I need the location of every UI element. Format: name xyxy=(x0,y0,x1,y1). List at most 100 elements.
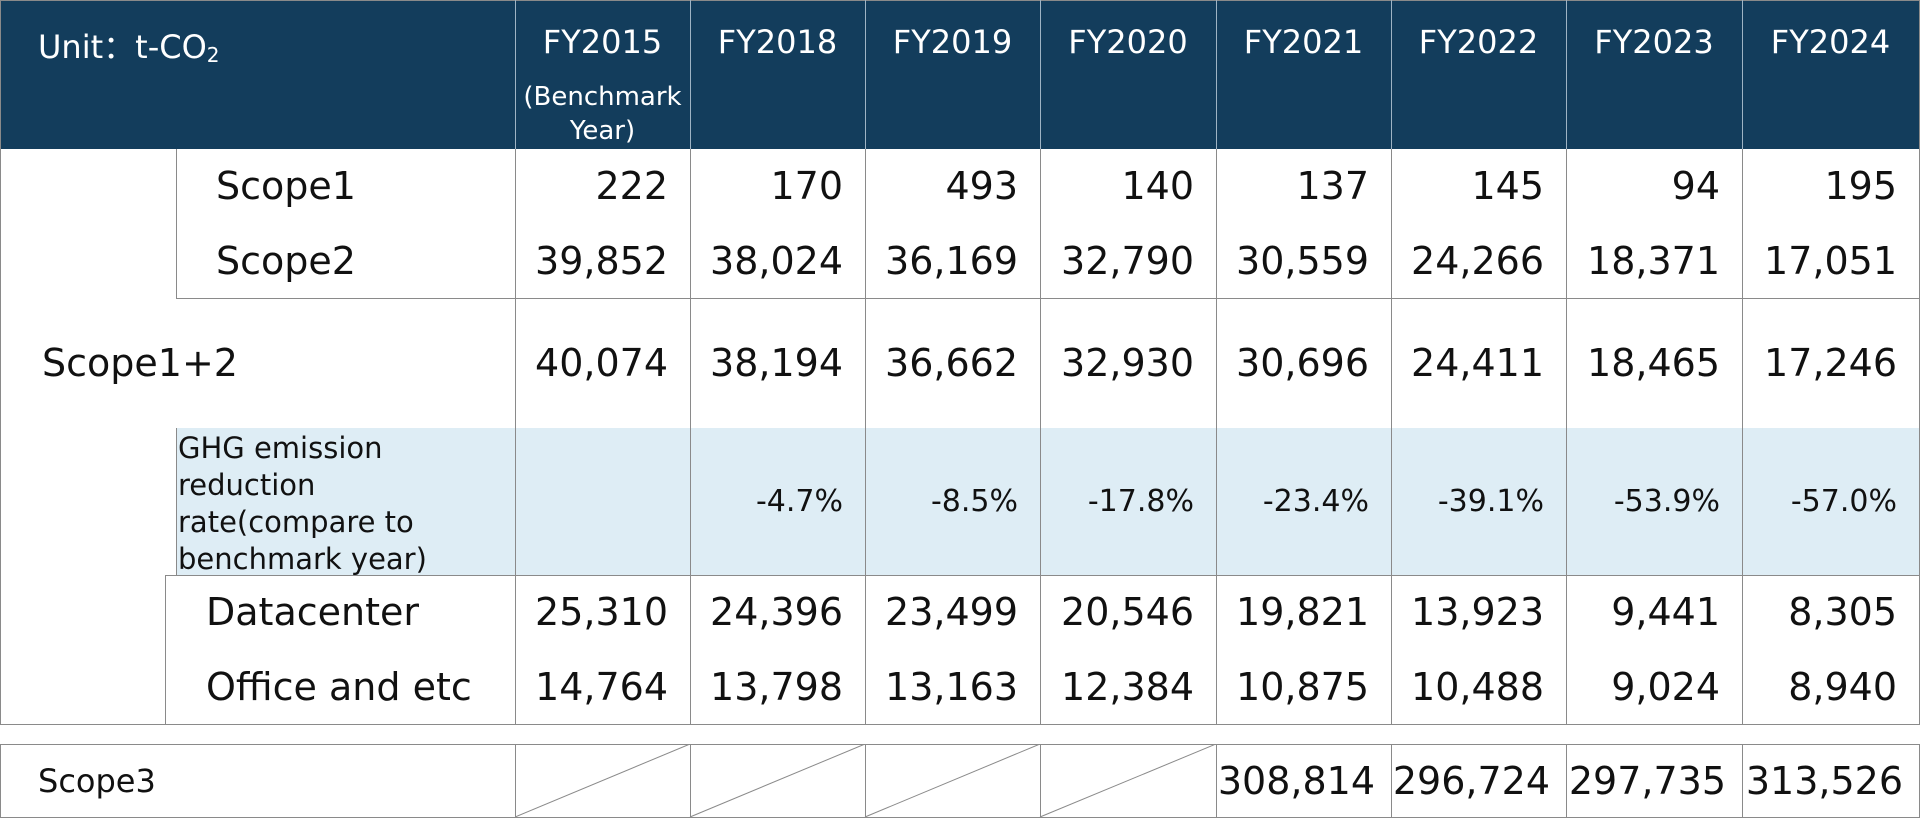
row-label-scope2: Scope2 xyxy=(216,238,356,283)
table-cell: 18,465 xyxy=(1587,341,1720,385)
col-header-fy2018: FY2018 xyxy=(717,23,838,61)
unit-label: Unit：t-CO2 xyxy=(38,28,220,67)
col-header-fy2023: FY2023 xyxy=(1594,23,1714,61)
col-divider xyxy=(1742,149,1743,725)
table-cell: -8.5% xyxy=(930,484,1018,519)
table-cell: 24,396 xyxy=(710,590,843,634)
table-cell: 30,559 xyxy=(1236,238,1369,283)
table-cell: 38,194 xyxy=(710,341,843,385)
col-divider xyxy=(1040,149,1041,725)
row-label-scope3: Scope3 xyxy=(38,762,156,800)
table-cell: 17,246 xyxy=(1764,341,1897,385)
indent-divider xyxy=(176,428,177,575)
table-cell: -17.8% xyxy=(1087,484,1194,519)
table-cell: 8,305 xyxy=(1788,590,1897,634)
row-label-reduction-rate: GHG emission reduction rate(compare to b… xyxy=(178,431,427,576)
na-slash xyxy=(689,744,866,818)
table-cell: 493 xyxy=(945,164,1018,208)
col-divider xyxy=(1391,149,1392,725)
hdr-divider xyxy=(1742,0,1743,149)
scope3-border-top xyxy=(0,744,1920,745)
table-cell: 23,499 xyxy=(885,590,1018,634)
na-slash xyxy=(1039,744,1216,818)
table-cell: 94 xyxy=(1671,164,1720,208)
col-divider xyxy=(1216,149,1217,725)
table-cell: 296,724 xyxy=(1392,759,1550,803)
table-cell: 222 xyxy=(595,164,668,208)
scope3-border-left xyxy=(0,744,1,818)
table-cell xyxy=(515,428,690,575)
col-divider xyxy=(1566,149,1567,725)
row-label-datacenter: Datacenter xyxy=(206,590,419,634)
table-cell: 36,169 xyxy=(885,238,1018,283)
table-cell: 39,852 xyxy=(535,238,668,283)
scope3-divider xyxy=(1566,744,1567,818)
table-cell: -57.0% xyxy=(1790,484,1897,519)
scope3-divider xyxy=(865,744,866,818)
hdr-divider xyxy=(690,0,691,149)
table-cell: 14,764 xyxy=(535,664,668,709)
row-separator xyxy=(165,575,1920,576)
scope3-divider xyxy=(1040,744,1041,818)
table-cell: 10,488 xyxy=(1411,664,1544,709)
table-cell: 308,814 xyxy=(1217,759,1375,803)
table-cell: -23.4% xyxy=(1262,484,1369,519)
col-divider xyxy=(865,149,866,725)
table-cell: 40,074 xyxy=(535,341,668,385)
hdr-divider xyxy=(1216,0,1217,149)
row-label-office: Office and etc xyxy=(206,664,472,709)
table-cell: 20,546 xyxy=(1061,590,1194,634)
scope3-border-bottom xyxy=(0,817,1920,818)
indent-divider xyxy=(165,575,166,725)
col-header-fy2021: FY2021 xyxy=(1243,23,1364,61)
col-divider xyxy=(690,149,691,725)
scope3-divider xyxy=(1391,744,1392,818)
border-top xyxy=(0,0,1920,1)
scope3-divider xyxy=(690,744,691,818)
table-cell: 25,310 xyxy=(535,590,668,634)
table-cell: 36,662 xyxy=(885,341,1018,385)
scope3-divider xyxy=(1742,744,1743,818)
na-slash xyxy=(864,744,1041,818)
benchmark-year-note: (Benchmark Year) xyxy=(523,82,682,146)
scope3-divider xyxy=(515,744,516,818)
table-cell: 9,024 xyxy=(1611,664,1720,709)
table-cell: 13,923 xyxy=(1411,590,1544,634)
col-divider xyxy=(515,149,516,725)
table-cell: 18,371 xyxy=(1587,238,1720,283)
hdr-divider xyxy=(515,0,516,149)
table-cell: 30,696 xyxy=(1236,341,1369,385)
table-cell: 10,875 xyxy=(1236,664,1369,709)
table-cell: 12,384 xyxy=(1061,664,1194,709)
scope3-not-applicable-slashes xyxy=(515,744,1216,818)
na-slash xyxy=(515,744,691,818)
table-cell: 313,526 xyxy=(1745,759,1903,803)
table-cell: 32,790 xyxy=(1061,238,1194,283)
col-header-fy2024: FY2024 xyxy=(1770,23,1891,61)
hdr-divider xyxy=(1566,0,1567,149)
table-cell: 145 xyxy=(1471,164,1544,208)
hdr-divider xyxy=(1040,0,1041,149)
table-cell: 17,051 xyxy=(1764,238,1897,283)
row-label-scope1-2: Scope1+2 xyxy=(42,341,238,385)
table-cell: -4.7% xyxy=(755,484,843,519)
table-cell: 13,798 xyxy=(710,664,843,709)
border-left xyxy=(0,0,1,725)
table-cell: 195 xyxy=(1824,164,1897,208)
table-cell: 137 xyxy=(1296,164,1369,208)
table-cell: 38,024 xyxy=(710,238,843,283)
table-cell: 24,266 xyxy=(1411,238,1544,283)
table-cell: 32,930 xyxy=(1061,341,1194,385)
table-cell: -39.1% xyxy=(1437,484,1544,519)
border-bottom xyxy=(0,724,1920,725)
table-cell: -53.9% xyxy=(1613,484,1720,519)
hdr-divider xyxy=(1391,0,1392,149)
row-separator xyxy=(176,298,1920,299)
col-header-fy2019: FY2019 xyxy=(892,23,1013,61)
row-label-scope1: Scope1 xyxy=(216,164,356,208)
table-cell: 297,735 xyxy=(1568,759,1726,803)
table-cell: 19,821 xyxy=(1236,590,1369,634)
table-cell: 170 xyxy=(770,164,843,208)
table-header xyxy=(1,1,1919,149)
